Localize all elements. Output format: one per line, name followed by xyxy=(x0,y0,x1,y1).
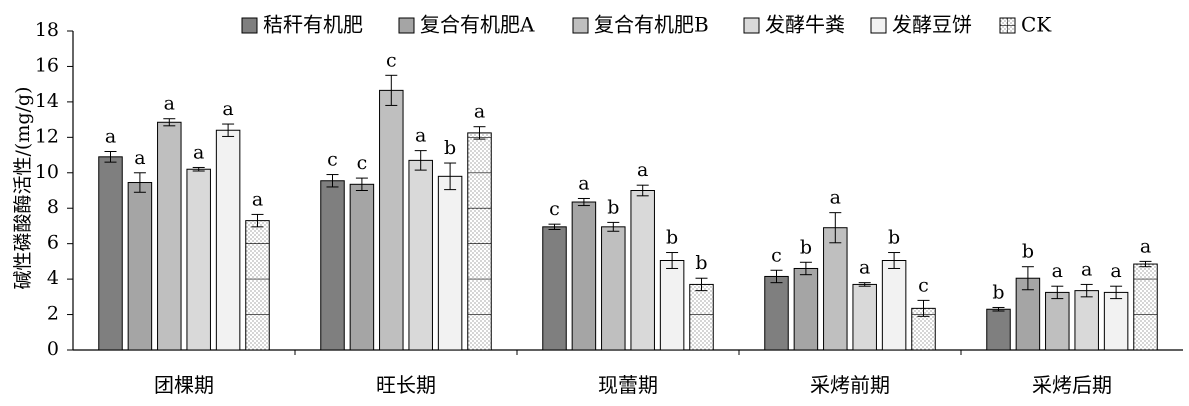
legend-label: 发酵豆饼 xyxy=(892,13,972,37)
y-tick-label: 12 xyxy=(35,125,59,147)
bar xyxy=(542,226,567,351)
bar xyxy=(408,159,433,351)
legend: 秸秆有机肥 复合有机肥A 复合有机肥B 发酵牛粪 发酵豆饼 CK xyxy=(241,13,1052,37)
bar xyxy=(571,201,597,351)
significance-label: a xyxy=(252,188,263,210)
significance-label: a xyxy=(105,126,116,148)
bar xyxy=(349,183,375,351)
significance-label: a xyxy=(1110,260,1121,282)
bar xyxy=(98,156,123,351)
legend-swatch xyxy=(241,17,258,34)
y-tick-label: 18 xyxy=(35,19,59,41)
significance-label: b xyxy=(444,137,456,159)
significance-label: b xyxy=(992,281,1004,303)
bar xyxy=(320,180,345,351)
y-tick-label: 16 xyxy=(35,54,59,76)
significance-label: b xyxy=(666,227,678,249)
bar xyxy=(157,121,182,351)
significance-label: a xyxy=(637,159,648,181)
legend-label: CK xyxy=(1021,13,1052,37)
x-category-label: 采烤后期 xyxy=(1032,373,1112,397)
significance-label: a xyxy=(134,147,145,169)
significance-label: a xyxy=(859,257,870,279)
significance-label: a xyxy=(415,125,426,147)
legend-label: 复合有机肥B xyxy=(594,13,709,37)
y-tick-label: 6 xyxy=(47,232,59,254)
legend-label: 发酵牛粪 xyxy=(765,13,845,37)
significance-label: b xyxy=(695,252,707,274)
bar xyxy=(986,308,1011,351)
significance-label: a xyxy=(1140,235,1151,257)
significance-label: c xyxy=(918,274,929,296)
y-tick-label: 0 xyxy=(47,338,59,360)
x-category-label: 旺长期 xyxy=(376,373,436,397)
bar xyxy=(245,220,270,351)
bar xyxy=(215,129,241,351)
bar xyxy=(689,283,714,351)
bar xyxy=(852,283,877,351)
y-axis-title: 碱性磷酸酶活性/(mg/g) xyxy=(12,87,34,290)
bar xyxy=(127,182,153,351)
significance-label: c xyxy=(357,152,368,174)
legend-swatch xyxy=(572,17,589,34)
legend-swatch xyxy=(743,17,760,34)
significance-label: a xyxy=(1081,258,1092,280)
bar xyxy=(1074,290,1099,351)
significance-label: a xyxy=(578,172,589,194)
x-category-label: 采烤前期 xyxy=(810,373,890,397)
significance-label: b xyxy=(800,236,812,258)
significance-label: b xyxy=(1022,241,1034,263)
bar xyxy=(379,89,404,351)
x-category-label: 现蕾期 xyxy=(598,373,658,397)
bar xyxy=(630,190,655,351)
legend-label: 复合有机肥A xyxy=(420,13,535,37)
bar xyxy=(659,260,685,351)
significance-label: b xyxy=(607,196,619,218)
significance-label: a xyxy=(1052,260,1063,282)
significance-label: a xyxy=(474,101,485,123)
significance-label: c xyxy=(771,244,782,266)
bar xyxy=(437,175,463,351)
bar xyxy=(793,267,819,351)
y-tick-label: 4 xyxy=(47,267,59,289)
bar xyxy=(186,168,211,351)
bar xyxy=(1045,291,1070,351)
legend-swatch xyxy=(398,17,415,34)
significance-label: a xyxy=(830,187,841,209)
y-tick-label: 8 xyxy=(47,196,59,218)
bar xyxy=(467,132,492,351)
x-category-label: 团棵期 xyxy=(154,373,214,397)
legend-swatch xyxy=(870,17,887,34)
significance-label: c xyxy=(386,49,397,71)
significance-label: a xyxy=(222,98,233,120)
bar xyxy=(1103,291,1129,351)
y-tick-label: 14 xyxy=(35,90,59,112)
significance-label: c xyxy=(549,198,560,220)
bar xyxy=(823,227,848,351)
significance-label: c xyxy=(327,149,338,171)
legend-label: 秸秆有机肥 xyxy=(263,13,363,37)
y-tick-label: 2 xyxy=(47,303,59,325)
significance-label: a xyxy=(164,93,175,115)
significance-label: a xyxy=(193,141,204,163)
y-tick-label: 10 xyxy=(35,161,59,183)
bar xyxy=(881,260,907,351)
bar xyxy=(764,275,789,351)
axes: 0 2 4 6 8 10 12 14 16 18 团棵期 旺长期 现蕾期 采烤前期 采烤后期 xyxy=(35,19,1183,397)
bar xyxy=(601,226,626,351)
bar xyxy=(1133,263,1158,351)
significance-label: b xyxy=(888,227,900,249)
